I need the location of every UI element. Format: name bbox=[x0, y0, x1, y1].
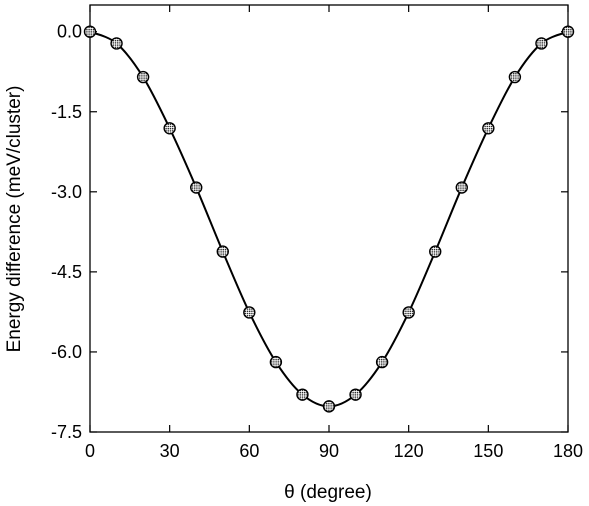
data-point bbox=[110, 37, 123, 50]
x-tick-label: 30 bbox=[160, 441, 180, 461]
y-tick-label: -3.0 bbox=[51, 182, 82, 202]
data-point bbox=[375, 355, 389, 369]
data-point bbox=[190, 181, 203, 194]
data-point bbox=[508, 70, 522, 84]
data-point bbox=[269, 355, 283, 369]
y-tick-label: 0.0 bbox=[57, 22, 82, 42]
data-point bbox=[216, 245, 229, 258]
data-point bbox=[402, 306, 415, 319]
data-point bbox=[322, 400, 336, 413]
series-line bbox=[89, 30, 569, 408]
data-point bbox=[296, 388, 309, 401]
y-tick-label: -7.5 bbox=[51, 422, 82, 442]
data-point bbox=[535, 37, 548, 50]
y-tick-label: -1.5 bbox=[51, 102, 82, 122]
data-point bbox=[455, 181, 468, 194]
x-tick-label: 120 bbox=[394, 441, 424, 461]
x-tick-label: 180 bbox=[553, 441, 583, 461]
data-point bbox=[429, 245, 442, 258]
data-point bbox=[163, 122, 176, 135]
y-tick-label: -4.5 bbox=[51, 262, 82, 282]
data-point bbox=[482, 122, 495, 135]
x-tick-label: 0 bbox=[85, 441, 95, 461]
x-axis-label: θ (degree) bbox=[284, 482, 372, 503]
y-axis-label: Energy difference (meV/cluster) bbox=[4, 86, 25, 353]
x-tick-label: 90 bbox=[319, 441, 339, 461]
data-point bbox=[83, 25, 97, 38]
data-point bbox=[243, 306, 256, 319]
data-point bbox=[561, 25, 575, 38]
data-point bbox=[349, 388, 362, 401]
x-tick-label: 150 bbox=[473, 441, 503, 461]
x-tick-label: 60 bbox=[239, 441, 259, 461]
data-point bbox=[136, 70, 150, 84]
y-tick-label: -6.0 bbox=[51, 342, 82, 362]
plot-frame bbox=[89, 4, 569, 433]
